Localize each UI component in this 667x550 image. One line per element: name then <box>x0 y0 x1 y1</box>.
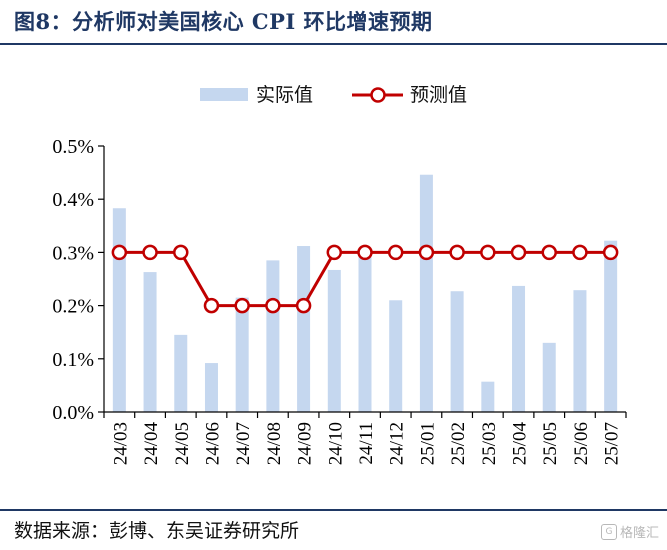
bar <box>573 290 587 412</box>
bar <box>204 363 218 412</box>
x-tick-label: 24/06 <box>202 422 223 465</box>
forecast-point <box>203 297 220 314</box>
legend: 实际值 预测值 <box>200 84 467 106</box>
y-tick-label: 0.4% <box>52 189 94 211</box>
top-rule <box>0 43 667 45</box>
bar <box>542 342 556 412</box>
x-tick-label: 24/09 <box>295 422 316 465</box>
x-tick-label: 25/01 <box>417 422 438 465</box>
x-tick-label: 24/12 <box>387 422 408 465</box>
forecast-point <box>111 244 128 261</box>
bar <box>604 240 618 412</box>
bar <box>450 291 464 412</box>
bar <box>358 251 372 412</box>
y-tick-label: 0.5% <box>52 136 94 158</box>
legend-label-forecast: 预测值 <box>410 84 467 106</box>
bar <box>419 174 433 412</box>
bar <box>512 285 526 412</box>
forecast-point <box>295 297 312 314</box>
legend-marker-forecast <box>370 87 386 103</box>
watermark-logo-icon: G <box>600 523 617 540</box>
x-tick-label: 24/07 <box>233 422 254 465</box>
x-tick-label: 25/05 <box>540 422 561 465</box>
bar <box>112 208 126 412</box>
y-tick-label: 0.0% <box>52 402 94 424</box>
forecast-point <box>173 244 189 261</box>
chart: 实际值 预测值 0.0% 0.1% 0.2% 0.3% 0.4% 0.5% 24/03 24/… <box>52 84 627 466</box>
x-tick-label: 25/04 <box>510 422 531 466</box>
x-tick-label: 25/07 <box>602 422 623 465</box>
y-tick-label: 0.1% <box>52 349 94 371</box>
figure-title: 图8：分析师对美国核心 CPI 环比增速预期 <box>14 9 433 34</box>
x-tick-label: 25/02 <box>448 422 469 465</box>
bar <box>174 334 188 412</box>
forecast-point <box>142 244 158 261</box>
watermark: G 格隆汇 <box>600 522 659 541</box>
bar <box>235 297 249 412</box>
y-tick-label: 0.2% <box>52 296 94 318</box>
bar <box>389 300 403 412</box>
bar <box>297 246 311 412</box>
bar <box>143 272 157 412</box>
forecast-point <box>602 244 619 261</box>
x-tick-label: 24/03 <box>110 422 131 465</box>
y-tick-label: 0.3% <box>52 242 94 264</box>
forecast-point <box>510 244 527 261</box>
x-tick-label: 24/10 <box>325 422 346 465</box>
forecast-point <box>541 244 557 261</box>
forecast-point <box>449 244 465 261</box>
forecast-point <box>326 244 343 261</box>
bottom-rule <box>0 509 667 511</box>
x-tick-label: 25/03 <box>479 422 500 465</box>
x-tick-label: 24/08 <box>264 422 285 465</box>
forecast-point <box>265 297 281 314</box>
legend-swatch-actual <box>200 88 248 101</box>
forecast-point <box>387 244 404 261</box>
x-tick-label: 25/06 <box>571 422 592 465</box>
x-tick-label: 24/04 <box>141 422 162 466</box>
forecast-point <box>234 297 250 314</box>
x-tick-label: 24/05 <box>172 422 193 465</box>
forecast-point <box>572 244 588 261</box>
bar <box>327 269 341 412</box>
bar <box>266 260 280 412</box>
watermark-text: 格隆汇 <box>619 526 659 541</box>
source-note: 数据来源：彭博、东吴证券研究所 <box>14 520 300 542</box>
forecast-point <box>357 244 373 261</box>
forecast-point <box>480 244 496 261</box>
legend-label-actual: 实际值 <box>256 84 313 106</box>
x-tick-label: 24/11 <box>356 422 377 465</box>
plot-area: 0.0% 0.1% 0.2% 0.3% 0.4% 0.5% 24/03 24/04 24/05 2… <box>52 136 627 466</box>
forecast-point <box>418 244 435 261</box>
bar <box>481 381 495 412</box>
